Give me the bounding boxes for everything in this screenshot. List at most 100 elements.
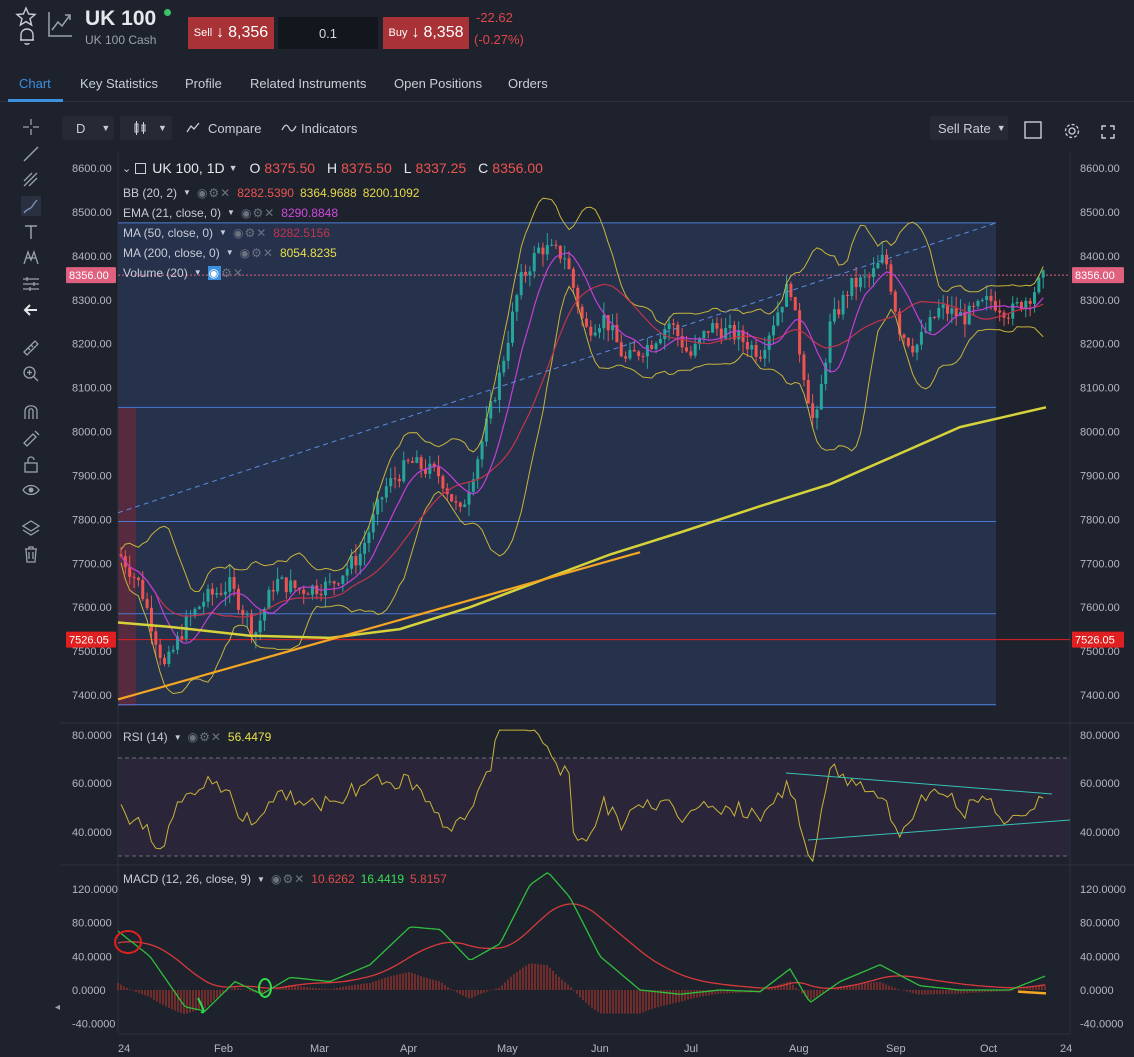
collapse-icon[interactable]: ⌄ xyxy=(122,162,132,175)
candle-body xyxy=(611,325,615,331)
candle-body xyxy=(358,553,362,566)
layers-icon[interactable] xyxy=(21,518,41,538)
tab-profile[interactable]: Profile xyxy=(185,76,222,91)
price-axis-label-left: 7900.00 xyxy=(72,470,112,482)
trend-line-icon[interactable] xyxy=(21,144,41,164)
buy-button[interactable]: Buy ↓ 8,358 xyxy=(383,17,469,49)
settings-gear-icon[interactable] xyxy=(1063,119,1081,143)
rate-select[interactable]: Sell Rate ▼ xyxy=(930,116,1008,140)
ruler-icon[interactable] xyxy=(21,338,41,358)
indicator-controls[interactable]: ◉⚙✕ xyxy=(232,226,268,240)
rsi-axis-label-left: 40.0000 xyxy=(72,827,112,839)
crosshair-icon[interactable] xyxy=(21,117,41,137)
candle-body xyxy=(763,349,767,359)
interval-select[interactable]: D ▼ xyxy=(62,116,114,140)
time-axis-label: Mar xyxy=(310,1043,329,1055)
candle-body xyxy=(489,401,493,419)
indicator-controls[interactable]: ◉⚙✕ xyxy=(187,730,222,744)
macd-line-value: 16.4419 xyxy=(360,872,405,886)
time-axis-label: 24 xyxy=(1060,1043,1072,1055)
rsi-label: RSI (14) xyxy=(123,730,168,744)
price-axis-label-right: 8600.00 xyxy=(1080,163,1120,175)
fullscreen-box-icon[interactable] xyxy=(1023,118,1043,142)
candle-body xyxy=(415,457,419,463)
toggle-box-icon[interactable] xyxy=(135,162,147,174)
trash-icon[interactable] xyxy=(21,544,41,564)
expand-icon[interactable] xyxy=(1100,120,1116,144)
zoom-in-icon[interactable] xyxy=(21,364,41,384)
ma200-legend: MA (200, close, 0) ▼ ◉⚙✕ 8054.8235 xyxy=(123,243,419,263)
ma50-label: MA (50, close, 0) xyxy=(123,226,214,240)
indicator-controls[interactable]: ◉⚙✕ xyxy=(207,266,244,280)
interval-value: D xyxy=(76,120,86,136)
brush-icon[interactable] xyxy=(21,196,41,216)
candle-body xyxy=(154,631,158,645)
candle-body xyxy=(306,593,310,595)
instrument-header: UK 100 UK 100 Cash Sell ↓ 8,356 0.1 Buy … xyxy=(0,0,1134,66)
candle-body xyxy=(550,244,554,246)
candle-body xyxy=(598,328,601,333)
quantity-input[interactable]: 0.1 xyxy=(278,17,378,49)
tab-chart[interactable]: Chart xyxy=(19,76,51,91)
candle-body xyxy=(276,578,280,592)
candle-body xyxy=(1015,302,1019,304)
lock-drawing-icon[interactable] xyxy=(21,428,41,448)
chart-style-select[interactable]: ▼ xyxy=(120,116,172,140)
candle-body xyxy=(676,324,680,337)
candle-body xyxy=(624,356,628,359)
candle-body xyxy=(680,336,684,348)
sell-button[interactable]: Sell ↓ 8,356 xyxy=(188,17,274,49)
magnet-icon[interactable] xyxy=(21,402,41,422)
star-icon[interactable] xyxy=(15,6,37,28)
eye-icon[interactable] xyxy=(21,480,41,500)
rsi-band xyxy=(118,758,1070,856)
chevron-down-icon[interactable]: ▼ xyxy=(225,248,234,257)
indicators-button[interactable]: Indicators xyxy=(281,116,357,140)
sell-price: 8,356 xyxy=(228,24,269,41)
lock-icon[interactable] xyxy=(21,454,41,474)
fib-icon[interactable] xyxy=(21,170,41,190)
indicator-controls[interactable]: ◉⚙✕ xyxy=(240,206,276,220)
candle-body xyxy=(437,467,441,477)
indicator-controls[interactable]: ◉⚙✕ xyxy=(196,186,232,200)
tab-key-statistics[interactable]: Key Statistics xyxy=(80,76,159,91)
candle-body xyxy=(919,331,923,345)
candle-body xyxy=(741,330,745,343)
tab-related-instruments[interactable]: Related Instruments xyxy=(250,76,367,91)
back-arrow-icon[interactable] xyxy=(21,300,41,320)
price-axis-label-right: 7700.00 xyxy=(1080,558,1120,570)
compare-button[interactable]: Compare xyxy=(185,116,261,140)
tab-open-positions[interactable]: Open Positions xyxy=(394,76,483,91)
candle-body xyxy=(380,497,384,500)
macd-axis-label-left: 80.0000 xyxy=(72,918,112,930)
macd-axis-label-right: 120.0000 xyxy=(1080,884,1126,896)
candle-body xyxy=(959,312,963,317)
indicator-controls[interactable]: ◉⚙✕ xyxy=(239,246,274,260)
candle-body xyxy=(980,299,984,301)
candle-body xyxy=(758,356,762,359)
chevron-down-icon[interactable]: ▼ xyxy=(183,188,191,197)
chevron-down-icon[interactable]: ▼ xyxy=(257,874,265,884)
text-icon[interactable] xyxy=(21,222,41,242)
chevron-down-icon[interactable]: ▼ xyxy=(193,268,202,277)
time-axis-label: Jun xyxy=(591,1043,609,1055)
chevron-down-icon[interactable]: ▼ xyxy=(173,732,182,742)
chevron-down-icon[interactable]: ▼ xyxy=(227,208,235,217)
chevron-down-icon[interactable]: ▼ xyxy=(228,163,238,173)
chevron-down-icon: ▼ xyxy=(996,123,1006,133)
alert-bell-icon[interactable] xyxy=(17,26,37,46)
chart-type-icon[interactable] xyxy=(46,8,74,40)
tab-orders[interactable]: Orders xyxy=(508,76,548,91)
measure-icon[interactable] xyxy=(21,274,41,294)
macd-axis-label-left: 120.0000 xyxy=(72,884,118,896)
price-axis-label-left: 8100.00 xyxy=(72,383,112,395)
candle-body xyxy=(450,494,454,502)
pattern-icon[interactable] xyxy=(21,248,41,268)
candle-body xyxy=(567,258,571,269)
candle-body xyxy=(754,345,758,357)
chevron-down-icon[interactable]: ▼ xyxy=(219,228,227,237)
indicator-controls[interactable]: ◉⚙✕ xyxy=(270,872,306,886)
candle-body xyxy=(289,580,293,593)
candle-body xyxy=(171,649,175,652)
